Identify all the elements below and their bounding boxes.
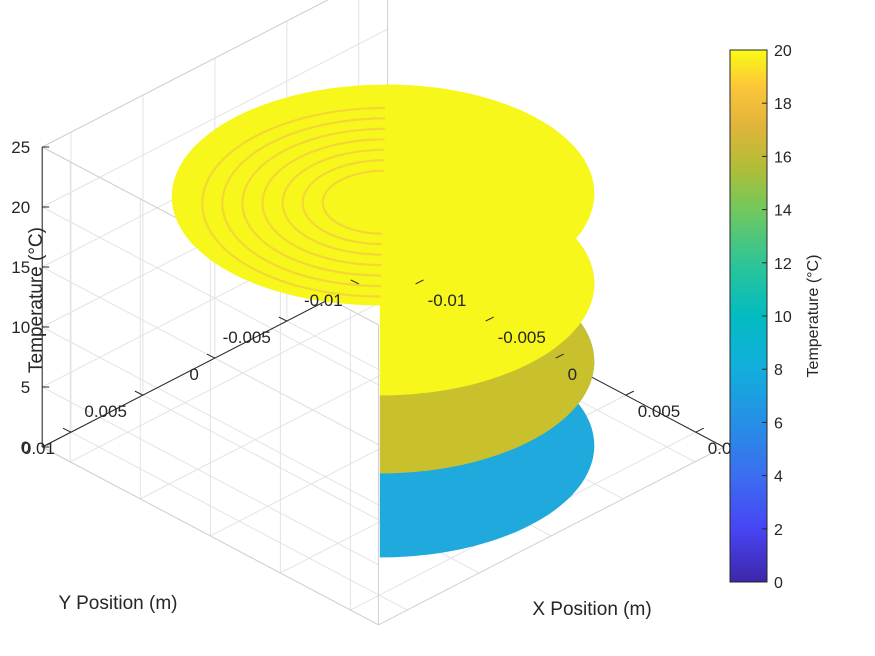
y-tick-mark [62, 427, 72, 433]
x-tick-mark [695, 427, 705, 433]
z-tick-label: 20 [11, 198, 30, 217]
colorbar-tick-label: 8 [774, 362, 783, 379]
x-tick-mark [555, 353, 564, 359]
y-tick-label: 0 [189, 365, 198, 384]
colorbar-tick-label: 18 [774, 96, 792, 113]
colorbar-tick-label: 14 [774, 203, 792, 220]
colorbar-ticks: 0 2 4 6 8 10 12 14 16 18 20 [762, 43, 792, 592]
box-edge [41, 446, 379, 626]
top-ring-1 [201, 106, 386, 298]
z-tick-label: 10 [11, 318, 30, 337]
y-tick-label: -0.01 [304, 291, 343, 310]
y-tick-label: 0.005 [84, 402, 127, 421]
x-tick-label: 0.005 [638, 402, 681, 421]
top-ring-3 [241, 127, 385, 277]
x-tick-label: 0 [568, 365, 577, 384]
colorbar-tick-label: 20 [774, 43, 792, 60]
x-tick-label: -0.01 [428, 291, 467, 310]
top-ring-6 [301, 159, 385, 246]
colorbar-tick-label: 6 [774, 415, 783, 432]
x-tick-mark [485, 316, 494, 322]
colorbar-tick-label: 10 [774, 309, 792, 326]
x-grid-line [69, 283, 416, 463]
z-tick-label: 0 [21, 438, 30, 457]
y-axis-label: Y Position (m) [59, 593, 178, 614]
cylinder-surface [171, 84, 595, 558]
colorbar-tick-label: 4 [774, 469, 783, 486]
colorbar-tick-label: 2 [774, 522, 783, 539]
axis-ticks: 0 5 10 15 20 25 -0.01 -0.005 0 0.005 0.01 -0.01 -0.0… [11, 138, 741, 458]
y-tick-label: -0.005 [223, 328, 271, 347]
y-tick-mark [134, 390, 144, 396]
x-axis-label: X Position (m) [532, 599, 651, 620]
colorbar-tick-label: 0 [774, 575, 783, 592]
z-tick-label: 25 [11, 138, 30, 157]
z-tick-label: 15 [11, 258, 30, 277]
colorbar-gradient [729, 49, 768, 583]
top-ring-5 [281, 148, 385, 256]
box-edge [378, 446, 725, 626]
top-ring-4 [261, 138, 385, 267]
z-axis-label: Temperature (°C) [26, 227, 47, 373]
x-tick-label: -0.005 [498, 328, 546, 347]
colorbar-tick-label: 16 [774, 149, 792, 166]
box-edge [41, 0, 329, 148]
x-tick-mark [625, 390, 634, 396]
x-tick-mark [415, 279, 424, 285]
colorbar-label: Temperature (°C) [805, 255, 822, 378]
top-ring-7 [321, 169, 384, 235]
y-tick-mark [278, 316, 288, 322]
z-tick-label: 5 [21, 378, 30, 397]
y-tick-mark [206, 353, 216, 359]
y-tick-mark [350, 279, 360, 285]
colorbar-tick-label: 12 [774, 256, 792, 273]
colorbar: 0 2 4 6 8 10 12 14 16 18 20 Temperature (°C) [729, 43, 822, 592]
y-tick-label: 0.01 [22, 439, 55, 458]
top-ring-2 [221, 117, 386, 288]
